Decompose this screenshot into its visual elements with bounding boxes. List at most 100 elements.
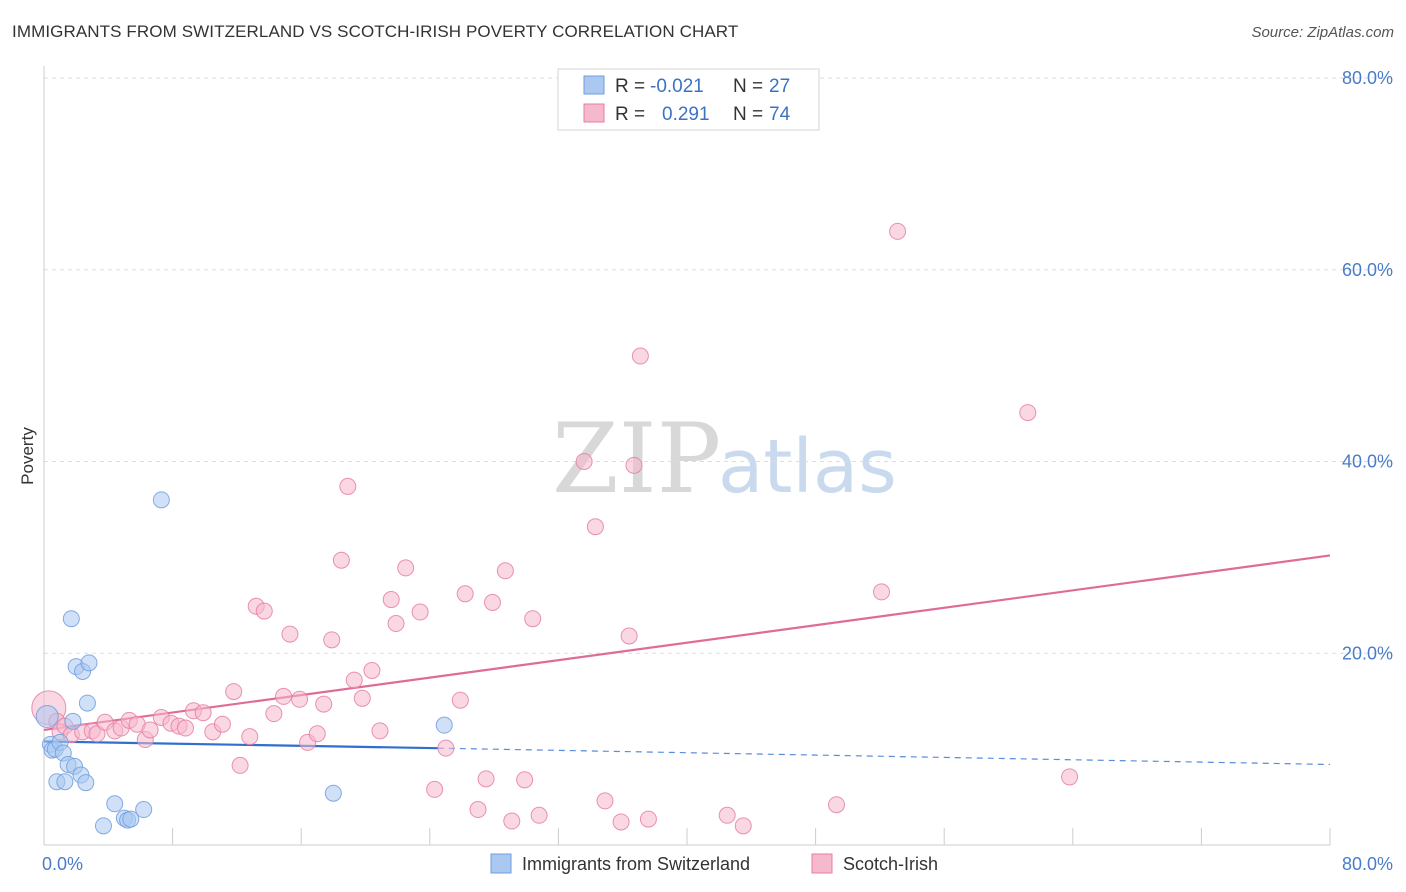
scotch-irish-point [231, 756, 249, 774]
grid-lines [44, 77, 1395, 654]
scotch-irish-point [437, 739, 455, 757]
scotch-irish-point [1061, 768, 1079, 786]
scotch-irish-point [371, 722, 389, 740]
scotch-irish-point [411, 603, 429, 621]
scotch-irish-point [827, 796, 845, 814]
legend-n-value: 27 [769, 76, 790, 97]
scotch-irish-trend-line [43, 554, 1331, 732]
series-legend: Immigrants from Switzerland Scotch-Irish [490, 853, 938, 874]
switzerland-trend-extension [437, 747, 1331, 766]
scotch-irish-point [194, 704, 212, 722]
scotch-irish-point [213, 715, 231, 733]
scotch-irish-point [524, 610, 542, 628]
scotch-irish-point [477, 770, 495, 788]
legend-swatch-scotch-irish [583, 103, 605, 123]
switzerland-point [135, 801, 153, 819]
watermark-atlas: atlas [718, 424, 897, 510]
scotch-irish-point [323, 631, 341, 649]
scotch-irish-point [639, 810, 657, 828]
switzerland-point [56, 773, 74, 791]
scotch-irish-point [873, 583, 891, 601]
scotch-irish-point [718, 806, 736, 824]
scotch-irish-point [308, 725, 326, 743]
switzerland-point [324, 784, 342, 802]
scotch-irish-point [382, 591, 400, 609]
scotch-irish-point [241, 728, 259, 746]
y-tick-label: 40.0% [1342, 452, 1393, 472]
scotch-irish-point [503, 812, 521, 830]
scotch-irish-point [275, 687, 293, 705]
scotch-irish-point [612, 813, 630, 831]
legend-r-value: -0.021 [650, 76, 704, 97]
legend-n-label: N = [733, 76, 763, 97]
scotch-irish-point [291, 690, 309, 708]
legend-r-label: R = [615, 104, 645, 125]
scotch-irish-point [426, 780, 444, 798]
chart-title: IMMIGRANTS FROM SWITZERLAND VS SCOTCH-IR… [12, 22, 739, 41]
scotch-irish-point [451, 691, 469, 709]
scotch-irish-point [889, 222, 907, 240]
scotch-irish-point [596, 792, 614, 810]
scotch-irish-point [345, 671, 363, 689]
series-label-switzerland: Immigrants from Switzerland [522, 854, 750, 874]
tick-labels: 20.0% 40.0% 60.0% 80.0% 0.0% 80.0% [42, 68, 1393, 874]
switzerland-point [77, 774, 95, 792]
scotch-irish-point [339, 477, 357, 495]
switzerland-point [80, 654, 98, 672]
scotch-irish-point [631, 347, 649, 365]
switzerland-point [435, 716, 453, 734]
switzerland-point [35, 705, 59, 729]
data-points [31, 222, 1079, 835]
legend-swatch-switzerland [583, 75, 605, 95]
scotch-irish-point [620, 627, 638, 645]
switzerland-point [62, 610, 80, 628]
scotch-irish-point [315, 695, 333, 713]
x-tick-label: 80.0% [1342, 854, 1393, 874]
y-tick-label: 80.0% [1342, 68, 1393, 88]
scotch-irish-point [1019, 404, 1037, 422]
scotch-irish-point [483, 593, 501, 611]
scotch-irish-point [516, 771, 534, 789]
scotch-irish-point [530, 806, 548, 824]
switzerland-point [106, 795, 124, 813]
y-axis-title: Poverty [18, 427, 37, 485]
scotch-irish-point [225, 683, 243, 701]
switzerland-point [122, 810, 140, 828]
scotch-irish-point [625, 456, 643, 474]
scotch-irish-point [387, 615, 405, 633]
scotch-irish-point [176, 719, 194, 737]
y-tick-label: 20.0% [1342, 643, 1393, 663]
scotch-irish-point [88, 725, 106, 743]
scotch-irish-point [397, 559, 415, 577]
switzerland-point [64, 712, 82, 730]
source-credit: Source: ZipAtlas.com [1251, 24, 1394, 41]
scotch-irish-point [469, 801, 487, 819]
series-label-scotch-irish: Scotch-Irish [843, 854, 938, 874]
scotch-irish-point [363, 662, 381, 680]
scotch-irish-point [265, 705, 283, 723]
legend-r-label: R = [615, 76, 645, 97]
trend-lines [43, 554, 1331, 766]
series-swatch-switzerland [490, 853, 512, 874]
scotch-irish-point [575, 453, 593, 470]
scotch-irish-point [586, 518, 604, 536]
watermark: ZIP atlas [552, 403, 897, 515]
scotch-irish-point [353, 689, 371, 707]
x-tick-label: 0.0% [42, 854, 83, 874]
switzerland-point [78, 694, 96, 712]
scotch-irish-point [141, 721, 159, 739]
series-swatch-scotch-irish [811, 853, 833, 874]
legend-r-value: 0.291 [662, 104, 710, 125]
scotch-irish-point [734, 817, 752, 835]
scotch-irish-point [332, 551, 350, 569]
y-tick-label: 60.0% [1342, 260, 1393, 280]
scotch-irish-point [496, 562, 514, 580]
legend-n-label: N = [733, 104, 763, 125]
legend-n-value: 74 [769, 104, 791, 125]
switzerland-point [152, 491, 170, 509]
scotch-irish-point [456, 585, 474, 603]
stats-legend: R = -0.021 N = 27 R = 0.291 N = 74 [557, 68, 820, 131]
scotch-irish-point [255, 602, 273, 620]
switzerland-point [94, 817, 112, 835]
